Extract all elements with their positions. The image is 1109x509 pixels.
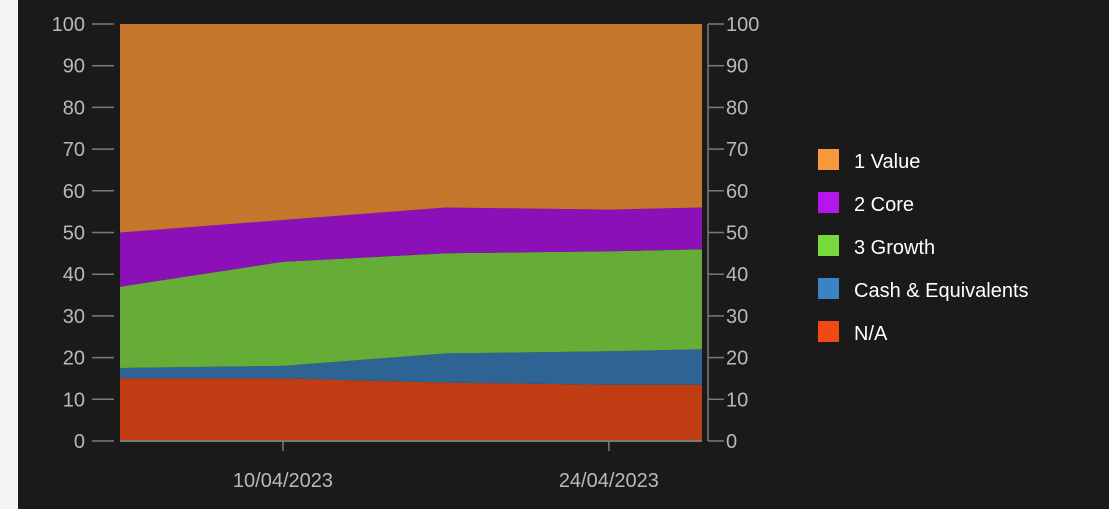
legend-swatch	[818, 192, 839, 213]
x-tick-label: 10/04/2023	[233, 470, 333, 492]
left-y-tick-label: 20	[63, 348, 85, 370]
legend-label: N/A	[854, 323, 888, 345]
area-3-growth	[120, 249, 702, 368]
right-y-tick-label: 90	[726, 56, 748, 78]
left-y-tick-label: 40	[63, 264, 85, 286]
right-y-tick-label: 40	[726, 264, 748, 286]
legend-item-cash-equivalents[interactable]: Cash & Equivalents	[818, 278, 1029, 302]
legend-swatch	[818, 149, 839, 170]
left-y-tick-label: 10	[63, 389, 85, 411]
series-areas	[120, 24, 702, 441]
right-y-tick-label: 70	[726, 139, 748, 161]
right-y-tick-label: 30	[726, 306, 748, 328]
left-y-tick-label: 90	[63, 56, 85, 78]
right-y-tick-label: 20	[726, 348, 748, 370]
legend-swatch	[818, 235, 839, 256]
x-tick-label: 24/04/2023	[559, 470, 659, 492]
axes: 0 0 10 10 20 20 30 30 40 40 50 50 60 60 70 70 80 80 90 90 10…	[52, 14, 760, 492]
legend-label: 3 Growth	[854, 237, 935, 259]
left-y-tick-label: 80	[63, 97, 85, 119]
legend-label: Cash & Equivalents	[854, 280, 1029, 302]
legend-item-1-value[interactable]: 1 Value	[818, 149, 920, 173]
right-y-tick-label: 80	[726, 97, 748, 119]
legend-item-n-a[interactable]: N/A	[818, 321, 888, 345]
right-y-tick-label: 60	[726, 181, 748, 203]
legend-swatch	[818, 278, 839, 299]
left-y-tick-label: 70	[63, 139, 85, 161]
area-n-a	[120, 378, 702, 441]
left-y-tick-label: 30	[63, 306, 85, 328]
right-y-tick-label: 100	[726, 14, 759, 36]
legend-item-3-growth[interactable]: 3 Growth	[818, 235, 935, 259]
legend-item-2-core[interactable]: 2 Core	[818, 192, 914, 216]
right-y-tick-label: 50	[726, 223, 748, 245]
legend: 1 Value 2 Core 3 Growth Cash & Equivalents N…	[818, 149, 1029, 345]
area-cash-equivalents	[120, 349, 702, 385]
stacked-area-chart: 0 0 10 10 20 20 30 30 40 40 50 50 60 60 70 70 80 80 90 90 10…	[52, 14, 1029, 492]
area-2-core	[120, 207, 702, 287]
legend-label: 2 Core	[854, 194, 914, 216]
area-1-value	[120, 24, 702, 233]
legend-swatch	[818, 321, 839, 342]
right-y-tick-label: 10	[726, 389, 748, 411]
chart-panel: 0 0 10 10 20 20 30 30 40 40 50 50 60 60 70 70 80 80 90 90 10…	[18, 0, 1109, 509]
left-y-tick-label: 50	[63, 223, 85, 245]
left-y-tick-label: 100	[52, 14, 85, 36]
right-y-tick-label: 0	[726, 431, 737, 453]
left-y-tick-label: 60	[63, 181, 85, 203]
legend-label: 1 Value	[854, 151, 920, 173]
left-y-tick-label: 0	[74, 431, 85, 453]
